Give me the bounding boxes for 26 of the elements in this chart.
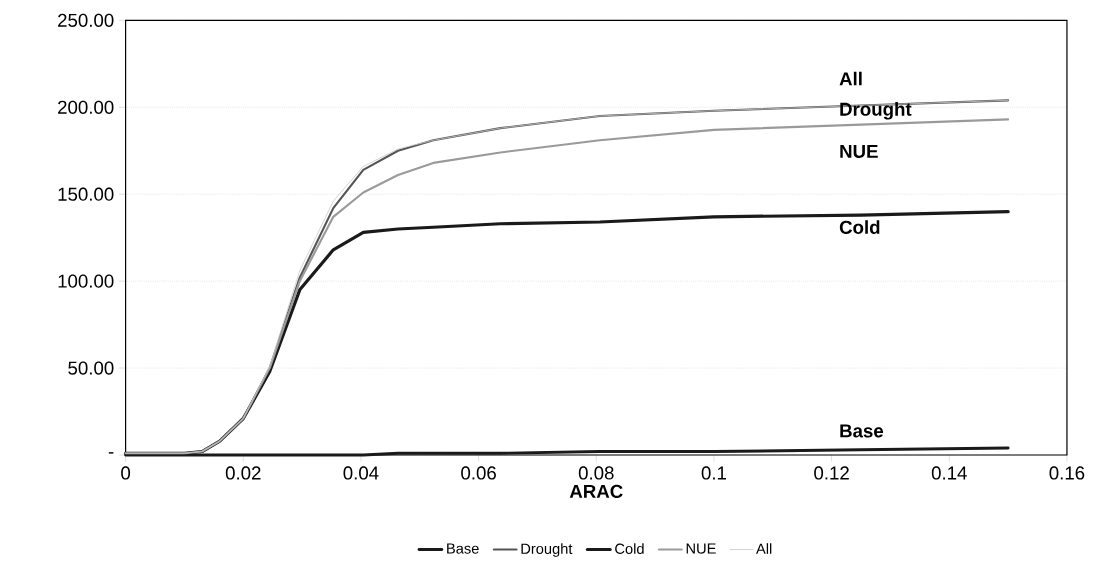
annotation: Drought <box>840 102 912 120</box>
y-tick-label: 200.00 <box>58 100 114 114</box>
legend-label: Base <box>447 543 479 554</box>
annotation: Base <box>840 424 884 438</box>
x-tick-label: 0.04 <box>343 466 379 480</box>
y-tick-label: - <box>108 452 114 454</box>
x-tick-label: 0.02 <box>225 466 261 480</box>
x-tick-label: 0.16 <box>1049 466 1085 480</box>
y-tick-label: 150.00 <box>58 187 114 201</box>
annotation: Cold <box>839 220 880 234</box>
x-tick-label: 0 <box>121 466 131 480</box>
x-axis-title: ARAC <box>569 484 623 498</box>
y-tick-label: 50.00 <box>68 361 114 375</box>
x-tick-label: 0.12 <box>814 466 849 480</box>
x-tick-label: 0.14 <box>931 466 967 480</box>
x-tick-label: 0.06 <box>461 466 496 480</box>
legend-label: NUE <box>686 543 716 554</box>
x-tick-label: 0.08 <box>578 466 614 480</box>
annotation: NUE <box>840 144 878 158</box>
annotation: All <box>839 71 862 86</box>
y-tick-label: 250.00 <box>58 13 114 27</box>
legend-label: All <box>756 543 772 554</box>
x-tick-label: 0.1 <box>701 466 727 480</box>
legend-label: Cold <box>615 543 644 554</box>
y-tick-label: 100.00 <box>58 274 114 288</box>
legend-label: Drought <box>521 543 573 557</box>
